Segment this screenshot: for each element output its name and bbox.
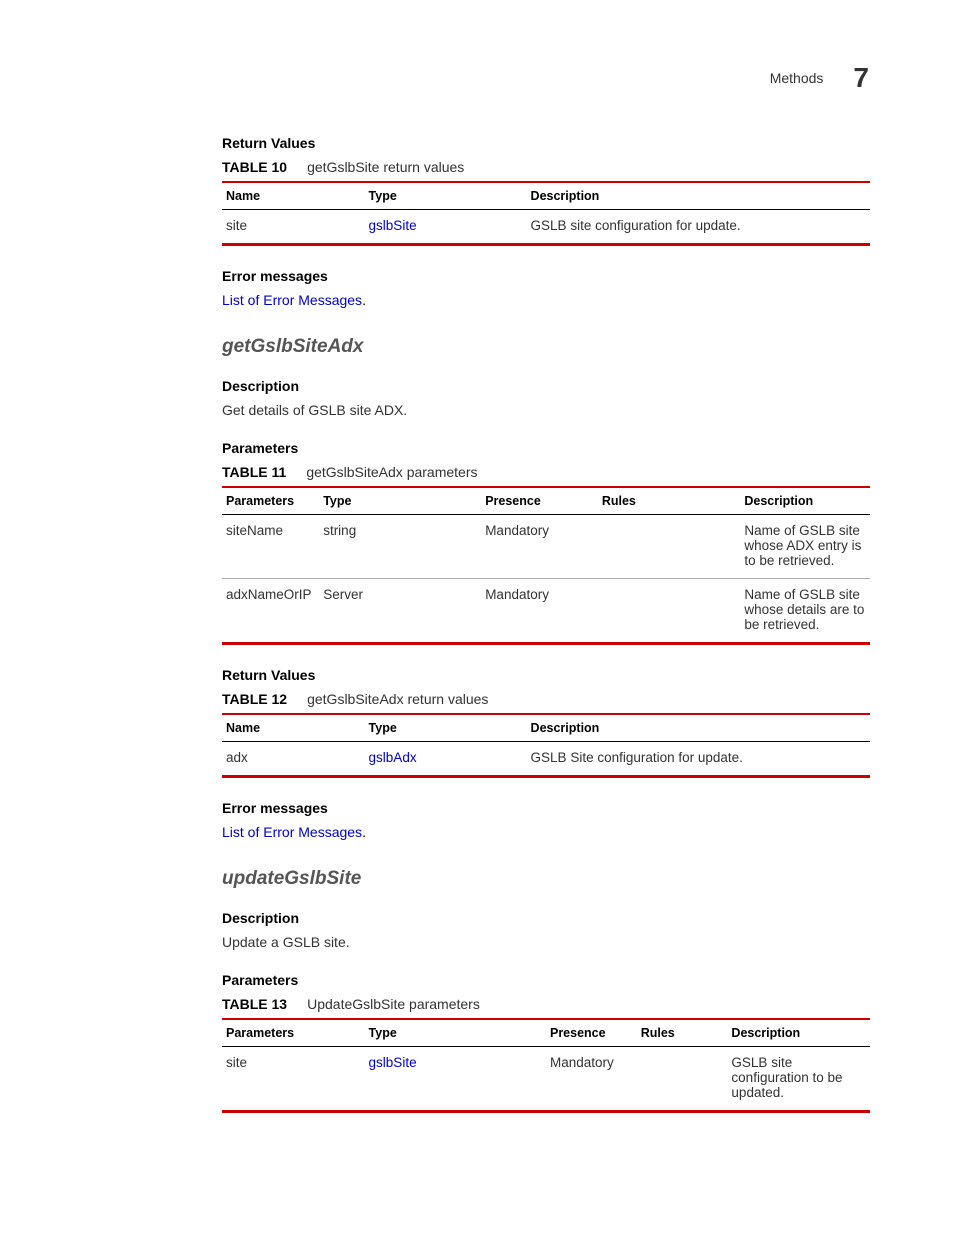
table12-cell-link: gslbAdx bbox=[365, 742, 527, 777]
table12-caption: getGslbSiteAdx return values bbox=[307, 691, 488, 707]
parameters-heading-2: Parameters bbox=[222, 972, 870, 988]
table10-cell-link: gslbSite bbox=[365, 210, 527, 245]
return-values-heading-2: Return Values bbox=[222, 667, 870, 683]
table10-col-type: Type bbox=[365, 182, 527, 210]
table11-cell: adxNameOrIP bbox=[222, 579, 319, 644]
table12: Name Type Description adx gslbAdx GSLB S… bbox=[222, 713, 870, 778]
table-row: site gslbSite GSLB site configuration fo… bbox=[222, 210, 870, 245]
table11-col-parameters: Parameters bbox=[222, 487, 319, 515]
table-row: siteName string Mandatory Name of GSLB s… bbox=[222, 515, 870, 579]
description-heading: Description bbox=[222, 378, 870, 394]
table13-header: TABLE 13 UpdateGslbSite parameters bbox=[222, 996, 870, 1012]
table11-col-presence: Presence bbox=[481, 487, 598, 515]
table13-col-rules: Rules bbox=[637, 1019, 728, 1047]
header-chapter-number: 7 bbox=[853, 62, 869, 94]
content-area: Return Values TABLE 10 getGslbSite retur… bbox=[222, 135, 870, 1113]
error-messages-heading: Error messages bbox=[222, 268, 870, 284]
table11-col-description: Description bbox=[740, 487, 870, 515]
error-messages-text: List of Error Messages. bbox=[222, 292, 870, 308]
table10-cell: site bbox=[222, 210, 365, 245]
page-header: Methods 7 bbox=[770, 62, 869, 94]
method-updategslbsite-heading: updateGslbSite bbox=[222, 868, 870, 890]
table11-cell: Server bbox=[319, 579, 481, 644]
table11-number: TABLE 11 bbox=[222, 464, 286, 480]
gslbsite-link[interactable]: gslbSite bbox=[369, 218, 417, 233]
error-trailing: . bbox=[362, 292, 366, 308]
table11-cell: string bbox=[319, 515, 481, 579]
description-text: Get details of GSLB site ADX. bbox=[222, 402, 870, 418]
table12-cell: GSLB Site configuration for update. bbox=[527, 742, 870, 777]
table13-cell: GSLB site configuration to be updated. bbox=[727, 1047, 870, 1112]
table11: Parameters Type Presence Rules Descripti… bbox=[222, 486, 870, 645]
parameters-heading: Parameters bbox=[222, 440, 870, 456]
header-section-label: Methods bbox=[770, 70, 824, 86]
table11-cell bbox=[598, 579, 741, 644]
table11-col-type: Type bbox=[319, 487, 481, 515]
table12-col-type: Type bbox=[365, 714, 527, 742]
table11-cell: siteName bbox=[222, 515, 319, 579]
table13-number: TABLE 13 bbox=[222, 996, 287, 1012]
table13-col-presence: Presence bbox=[546, 1019, 637, 1047]
description-text-2: Update a GSLB site. bbox=[222, 934, 870, 950]
table10-caption: getGslbSite return values bbox=[307, 159, 464, 175]
table13-cell: Mandatory bbox=[546, 1047, 637, 1112]
table11-col-rules: Rules bbox=[598, 487, 741, 515]
table10-col-description: Description bbox=[527, 182, 870, 210]
table11-caption: getGslbSiteAdx parameters bbox=[306, 464, 477, 480]
error-messages-link-2[interactable]: List of Error Messages bbox=[222, 824, 362, 840]
table13-col-description: Description bbox=[727, 1019, 870, 1047]
table-row: adxNameOrIP Server Mandatory Name of GSL… bbox=[222, 579, 870, 644]
error-trailing-2: . bbox=[362, 824, 366, 840]
table11-cell: Name of GSLB site whose details are to b… bbox=[740, 579, 870, 644]
method-getgslbsiteadx-heading: getGslbSiteAdx bbox=[222, 336, 870, 358]
table10-col-name: Name bbox=[222, 182, 365, 210]
table10: Name Type Description site gslbSite GSLB… bbox=[222, 181, 870, 246]
error-messages-heading-2: Error messages bbox=[222, 800, 870, 816]
table10-cell: GSLB site configuration for update. bbox=[527, 210, 870, 245]
table11-cell: Mandatory bbox=[481, 515, 598, 579]
table10-header: TABLE 10 getGslbSite return values bbox=[222, 159, 870, 175]
table11-cell bbox=[598, 515, 741, 579]
table13: Parameters Type Presence Rules Descripti… bbox=[222, 1018, 870, 1113]
table13-cell bbox=[637, 1047, 728, 1112]
table13-col-type: Type bbox=[365, 1019, 546, 1047]
table12-col-name: Name bbox=[222, 714, 365, 742]
description-heading-2: Description bbox=[222, 910, 870, 926]
table11-cell: Mandatory bbox=[481, 579, 598, 644]
table13-col-parameters: Parameters bbox=[222, 1019, 365, 1047]
table12-col-description: Description bbox=[527, 714, 870, 742]
error-messages-link[interactable]: List of Error Messages bbox=[222, 292, 362, 308]
table13-caption: UpdateGslbSite parameters bbox=[307, 996, 480, 1012]
table12-number: TABLE 12 bbox=[222, 691, 287, 707]
return-values-heading: Return Values bbox=[222, 135, 870, 151]
table13-cell-link: gslbSite bbox=[365, 1047, 546, 1112]
table11-header: TABLE 11 getGslbSiteAdx parameters bbox=[222, 464, 870, 480]
gslbadx-link[interactable]: gslbAdx bbox=[369, 750, 417, 765]
table12-cell: adx bbox=[222, 742, 365, 777]
table10-number: TABLE 10 bbox=[222, 159, 287, 175]
table13-cell: site bbox=[222, 1047, 365, 1112]
table-row: adx gslbAdx GSLB Site configuration for … bbox=[222, 742, 870, 777]
table11-cell: Name of GSLB site whose ADX entry is to … bbox=[740, 515, 870, 579]
table12-header: TABLE 12 getGslbSiteAdx return values bbox=[222, 691, 870, 707]
error-messages-text-2: List of Error Messages. bbox=[222, 824, 870, 840]
table-row: site gslbSite Mandatory GSLB site config… bbox=[222, 1047, 870, 1112]
gslbsite-link-2[interactable]: gslbSite bbox=[369, 1055, 417, 1070]
